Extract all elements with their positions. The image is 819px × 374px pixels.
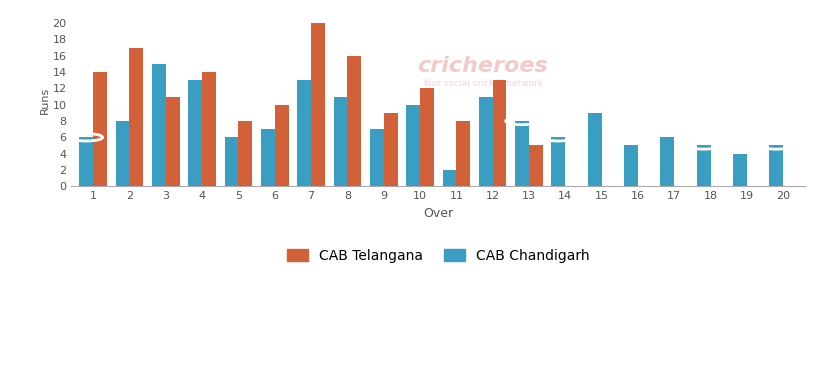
Text: cricheroes: cricheroes	[416, 56, 547, 76]
Bar	[768, 145, 782, 186]
Bar	[310, 23, 324, 186]
Bar	[383, 113, 397, 186]
Bar	[551, 137, 564, 186]
Bar	[442, 170, 456, 186]
Bar	[165, 96, 179, 186]
Bar	[456, 121, 469, 186]
Bar	[129, 47, 143, 186]
X-axis label: Over: Over	[423, 207, 453, 220]
Bar	[369, 129, 383, 186]
Bar	[201, 72, 215, 186]
Bar	[478, 96, 492, 186]
Bar	[333, 96, 347, 186]
Bar	[224, 137, 238, 186]
Bar	[696, 145, 710, 186]
Bar	[260, 129, 274, 186]
Bar	[152, 64, 165, 186]
Bar	[623, 145, 637, 186]
Bar	[297, 80, 310, 186]
Bar	[93, 72, 106, 186]
Bar	[514, 121, 528, 186]
Bar	[528, 145, 542, 186]
Bar	[419, 88, 433, 186]
Bar	[274, 105, 288, 186]
Bar	[79, 137, 93, 186]
Bar	[405, 105, 419, 186]
Bar	[238, 121, 252, 186]
Legend: CAB Telangana, CAB Chandigarh: CAB Telangana, CAB Chandigarh	[281, 243, 595, 269]
Bar	[587, 113, 601, 186]
Y-axis label: Runs: Runs	[39, 87, 49, 114]
Bar	[492, 80, 506, 186]
Bar	[115, 121, 129, 186]
Bar	[188, 80, 201, 186]
Text: Your social cricket network: Your social cricket network	[421, 79, 542, 88]
Bar	[732, 154, 746, 186]
Bar	[347, 56, 360, 186]
Bar	[659, 137, 673, 186]
